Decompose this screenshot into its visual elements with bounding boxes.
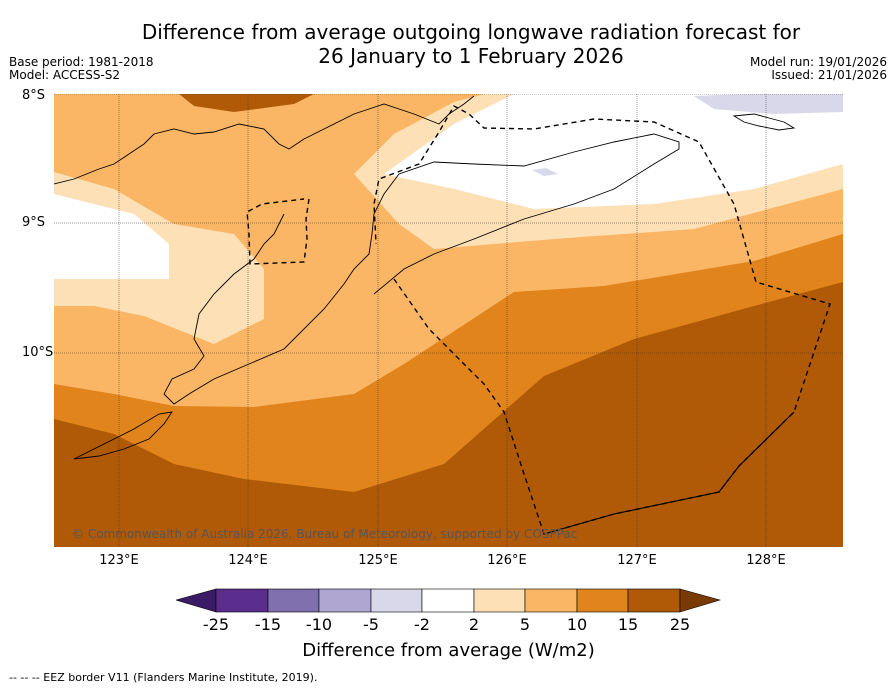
colorbar-tick: 5 [519,615,531,634]
model-name: Model: ACCESS-S2 [9,68,121,82]
colorbar-tick: -2 [414,615,430,634]
meta-right: Model run: 19/01/2026 Issued: 21/01/2026 [750,56,887,82]
colorbar-label: Difference from average (W/m2) [302,640,595,661]
map-title: Difference from average outgoing longwav… [96,20,846,68]
lat-label-8s: 8°S [22,88,46,103]
colorbar-segment-6 [473,588,526,613]
model-run: Model run: 19/01/2026 [749,55,887,69]
lon-label-127e: 127°E [617,553,657,568]
colorbar-segment-4 [370,588,423,613]
band-minus2-2 [54,94,843,279]
wetar-coastline [732,113,796,131]
sumba-coastline [73,411,173,460]
colorbar-tick: 10 [566,615,588,634]
meta-left: Base period: 1981-2018 Model: ACCESS-S2 [9,56,154,82]
flores-coastline [54,95,475,185]
colorbar-tick: 15 [617,615,639,634]
band-top-dark [179,94,314,112]
eez-border [246,105,831,535]
graticule [54,94,843,547]
lon-label-123e: 123°E [99,553,139,568]
copyright-notice: © Commonwealth of Australia 2026, Bureau… [72,527,578,541]
colorbar [176,588,721,613]
base-period: Base period: 1981-2018 [9,55,154,69]
colorbar-segment-1 [215,588,269,613]
colorbar-tick: -25 [202,615,230,634]
colorbar-segment-3 [318,588,372,613]
colorbar-tick: 2 [468,615,480,634]
lon-label-128e: 128°E [746,553,786,568]
colorbar-tick: 25 [669,615,691,634]
colorbar-segment-8 [576,588,629,613]
colorbar-segment-9 [627,588,681,613]
lat-label-10s: 10°S [22,345,54,360]
issued-date: Issued: 21/01/2026 [771,68,887,82]
colorbar-segment-2 [267,588,320,613]
band-minus5-minus2 [532,94,843,176]
colorbar-segment-7 [524,588,578,613]
title-line-2: 26 January to 1 February 2026 [318,44,624,68]
lon-label-126e: 126°E [487,553,527,568]
timor-coastline [163,133,680,405]
colorbar-tick: -10 [305,615,333,634]
eez-solid [543,411,795,535]
colorbar-segment-5 [421,588,475,613]
lat-label-9s: 9°S [22,215,46,230]
colorbar-tick: -5 [363,615,379,634]
title-line-1: Difference from average outgoing longwav… [141,20,801,44]
lon-label-124e: 124°E [228,553,268,568]
lon-label-125e: 125°E [358,553,398,568]
map-area[interactable] [54,94,843,547]
eez-footnote: -- -- -- EEZ border V11 (Flanders Marine… [9,671,318,684]
colorbar-segment-10 [679,588,721,613]
colorbar-segment-0 [176,588,217,613]
colorbar-tick: -15 [254,615,282,634]
